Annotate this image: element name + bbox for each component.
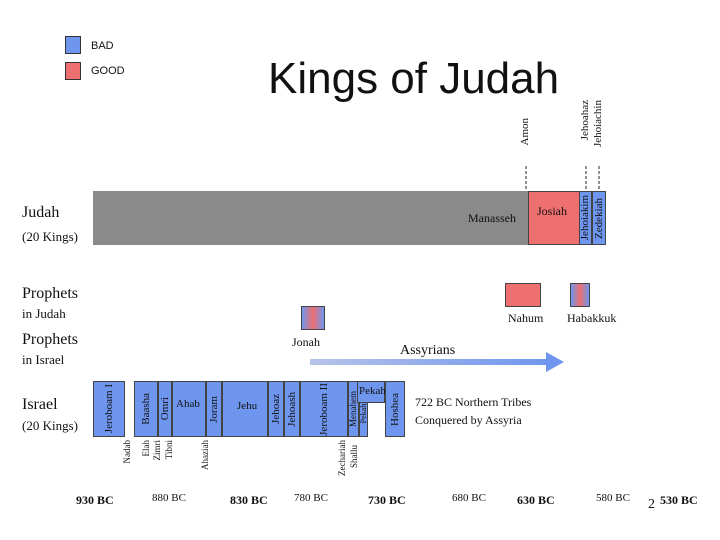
king-label-hoshea: Hoshea (388, 392, 401, 426)
king-bar-jeroboam-ii: Jeroboam II (300, 381, 348, 437)
note-line-2: Conquered by Assyria (415, 413, 522, 427)
king-bar-josiah: Josiah (528, 191, 580, 245)
king-label-tibni: Tibni (164, 440, 174, 460)
prophets-judah-label: Prophets (22, 285, 78, 302)
prophet-bar-habakkuk (570, 283, 590, 307)
king-label-baasha: Baasha (139, 393, 152, 425)
legend-good-label: GOOD (91, 65, 125, 77)
king-bar-baasha: Baasha (134, 381, 158, 437)
prophets-israel-label: Prophets (22, 331, 78, 348)
king-bar-jehoash: Jehoash (284, 381, 300, 437)
king-bar-menahem: Menahem (348, 381, 359, 437)
king-bar-jehu: Jehu (222, 381, 268, 437)
king-bar-manasseh: Manasseh (458, 191, 526, 245)
legend-bad-swatch (65, 36, 81, 54)
king-bar-ahab: Ahab (172, 381, 206, 437)
king-bar-jehoiakim: Jehoiakim (579, 191, 592, 245)
year-label-630: 630 BC (517, 493, 555, 507)
prophet-label-nahum: Nahum (508, 311, 544, 325)
assyrians-arrow (310, 352, 564, 372)
judah-timeline-bar (93, 191, 530, 245)
king-label-joram: Joram (207, 395, 220, 423)
page-title: Kings of Judah (268, 54, 560, 103)
king-label-omri: Omri (158, 397, 171, 421)
year-label-780: 780 BC (294, 492, 328, 504)
king-bar-zedekiah: Zedekiah (592, 191, 606, 245)
year-label-930: 930 BC (76, 493, 114, 507)
king-bar-hoshea: Hoshea (385, 381, 405, 437)
king-bar-jeroboam-i: Jeroboam I (93, 381, 125, 437)
king-label-zimri: Zimri (152, 440, 162, 461)
page-number: 2 (648, 497, 655, 512)
king-label-elah: Elah (141, 440, 151, 457)
king-label-zedekiah: Zedekiah (592, 197, 605, 239)
king-label-manasseh: Manasseh (468, 210, 516, 225)
king-label-josiah: Josiah (537, 204, 567, 218)
king-label-shallum: Shallu (349, 445, 359, 469)
king-label-jehu: Jehu (237, 400, 258, 412)
prophet-bar-nahum (505, 283, 541, 307)
king-bar-pekah: Pekah (357, 381, 386, 403)
note-line-1: 722 BC Northern Tribes (415, 395, 532, 409)
legend-good-swatch (65, 62, 81, 80)
king-label-jehoiakim: Jehoiakim (579, 195, 591, 241)
year-label-880: 880 BC (152, 492, 186, 504)
king-label-ahab: Ahab (176, 398, 200, 410)
year-label-680: 680 BC (452, 492, 486, 504)
year-label-830: 830 BC (230, 493, 268, 507)
legend-bad-label: BAD (91, 40, 114, 52)
king-bar-jehoaz: Jehoaz (268, 381, 284, 437)
israel-sublabel: (20 Kings) (22, 418, 78, 433)
king-label-ahaziah: Ahaziah (200, 440, 210, 470)
king-label-jeroboam-i: Jeroboam I (102, 384, 115, 434)
king-label-nadab: Nadab (122, 440, 132, 464)
king-label-jehoash: Jehoash (285, 391, 298, 427)
king-bar-joram: Joram (206, 381, 222, 437)
king-label-zechariah: Zechariah (337, 440, 347, 476)
year-label-580: 580 BC (596, 492, 630, 504)
prophet-bar-jonah (301, 306, 325, 330)
israel-label: Israel (22, 396, 58, 413)
king-bar-omri: Omri (158, 381, 172, 437)
year-label-530: 530 BC (660, 493, 698, 507)
judah-label: Judah (22, 204, 60, 221)
prophet-label-jonah: Jonah (292, 335, 320, 349)
prophets-judah-sublabel: in Judah (22, 306, 66, 321)
judah-sublabel: (20 Kings) (22, 229, 78, 244)
assyrians-label: Assyrians (400, 343, 456, 358)
prophet-label-habakkuk: Habakkuk (567, 311, 617, 325)
prophets-israel-sublabel: in Israel (22, 352, 65, 367)
king-label-jehoaz: Jehoaz (269, 394, 282, 424)
king-label-jeroboam-ii: Jeroboam II (317, 382, 330, 436)
year-label-730: 730 BC (368, 493, 406, 507)
king-label-pekah: Pekah (359, 385, 386, 397)
